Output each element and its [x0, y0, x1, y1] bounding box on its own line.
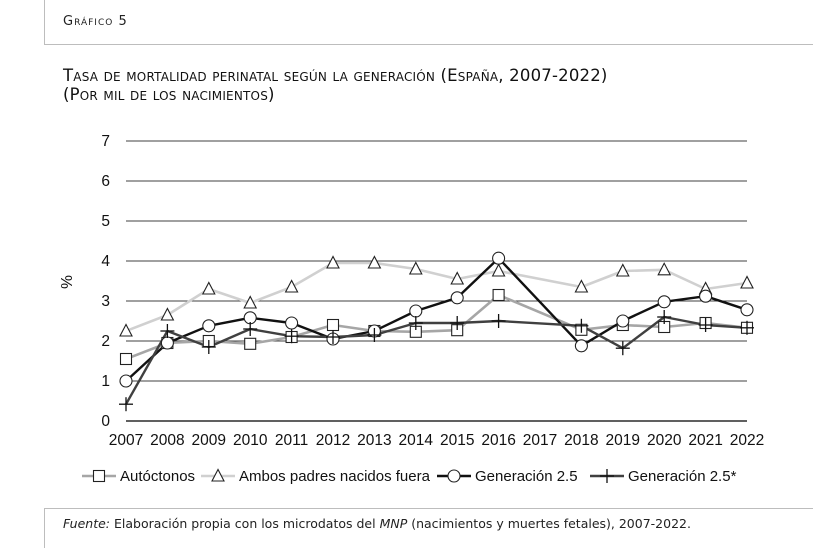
- x-tick-label: 2019: [606, 432, 640, 449]
- data-point-gen25s: [574, 318, 589, 333]
- y-axis-label: %: [59, 275, 76, 289]
- source-text-2: (nacimientos y muertes fetales), 2007-20…: [407, 516, 691, 531]
- data-point-gen25s: [201, 340, 216, 354]
- y-tick-label: 2: [101, 333, 110, 350]
- data-point-gen25s: [450, 316, 465, 330]
- data-point-ambos: [284, 279, 299, 293]
- data-point-autoctonos: [326, 318, 340, 332]
- data-point-gen25s: [119, 397, 133, 412]
- x-tick-label: 2018: [564, 432, 598, 449]
- legend-label-gen25: Generación 2.5: [475, 468, 578, 485]
- legend-label-gen25s: Generación 2.5*: [628, 468, 737, 485]
- frame-line: [44, 0, 45, 44]
- data-point-autoctonos: [119, 352, 133, 366]
- x-tick-label: 2013: [357, 432, 391, 449]
- chart-title-line-2: (Por mil de los nacimientos): [63, 85, 275, 104]
- x-tick-label: 2011: [275, 432, 308, 449]
- data-point-gen25: [616, 314, 630, 328]
- data-point-gen25: [409, 304, 423, 318]
- data-point-gen25s: [367, 328, 382, 342]
- legend-marker-gen25s: [600, 469, 614, 483]
- data-point-ambos: [119, 323, 133, 337]
- x-tick-label: 2021: [688, 432, 722, 449]
- data-point-gen25s: [284, 329, 299, 344]
- data-point-gen25s: [160, 324, 175, 338]
- x-tick-label: 2010: [233, 432, 268, 449]
- data-point-ambos: [326, 255, 340, 269]
- y-tick-label: 4: [101, 253, 110, 270]
- data-point-gen25: [699, 289, 713, 303]
- legend-marker-gen25: [447, 469, 461, 483]
- frame-line: [44, 44, 813, 45]
- legend-marker-ambos: [211, 468, 225, 482]
- chart-title-line-1: Tasa de mortalidad perinatal según la ge…: [63, 66, 608, 85]
- frame-line: [44, 508, 813, 509]
- y-tick-label: 3: [101, 293, 110, 310]
- x-tick-label: 2012: [316, 432, 350, 449]
- data-point-gen25s: [408, 316, 423, 330]
- data-point-gen25: [492, 251, 506, 265]
- data-point-ambos: [450, 271, 465, 285]
- data-point-ambos: [574, 279, 589, 293]
- data-point-ambos: [491, 263, 506, 277]
- x-tick-label: 2007: [109, 432, 143, 449]
- data-point-ambos: [160, 307, 175, 321]
- data-point-gen25: [574, 339, 588, 353]
- data-point-gen25: [450, 291, 464, 305]
- data-point-gen25s: [326, 330, 340, 344]
- data-point-gen25: [740, 303, 754, 317]
- data-point-gen25s: [698, 318, 713, 332]
- x-tick-label: 2016: [481, 432, 515, 449]
- y-tick-label: 5: [101, 213, 110, 230]
- y-tick-label: 1: [101, 373, 110, 390]
- x-tick-label: 2015: [440, 432, 474, 449]
- y-tick-label: 7: [101, 133, 110, 150]
- data-point-ambos: [367, 255, 382, 269]
- data-point-gen25s: [243, 322, 258, 336]
- x-tick-label: 2020: [647, 432, 682, 449]
- x-tick-label: 2022: [730, 432, 764, 449]
- data-point-ambos: [740, 275, 754, 289]
- data-point-gen25s: [491, 314, 506, 328]
- frame-line: [44, 508, 45, 548]
- x-tick-label: 2014: [399, 432, 434, 449]
- figure-label: Gráfico 5: [63, 14, 128, 29]
- data-point-gen25s: [740, 320, 754, 335]
- series-line-gen25: [125, 257, 748, 382]
- source-prefix: Fuente:: [63, 516, 111, 531]
- data-point-gen25: [160, 336, 174, 350]
- data-point-autoctonos: [492, 288, 505, 302]
- data-point-gen25: [657, 295, 671, 309]
- source-database: MNP: [379, 516, 408, 531]
- data-point-gen25: [202, 319, 216, 333]
- data-point-ambos: [243, 295, 258, 309]
- x-tick-label: 2008: [150, 432, 184, 449]
- source-text-1: Elaboración propia con los microdatos de…: [110, 516, 380, 531]
- data-point-ambos: [408, 261, 423, 275]
- data-point-gen25s: [615, 341, 630, 356]
- data-point-ambos: [657, 262, 672, 276]
- data-point-autoctonos: [244, 337, 257, 350]
- legend-label-autoctonos: Autóctonos: [120, 468, 195, 485]
- data-point-gen25: [119, 374, 133, 388]
- data-point-gen25s: [657, 310, 672, 324]
- x-tick-label: 2017: [523, 432, 557, 449]
- legend-marker-autoctonos: [92, 469, 106, 483]
- y-tick-label: 0: [101, 413, 110, 430]
- data-point-ambos: [201, 281, 216, 295]
- data-point-gen25: [285, 316, 299, 330]
- source-note: Fuente: Elaboración propia con los micro…: [63, 516, 691, 531]
- y-tick-label: 6: [101, 173, 110, 190]
- data-point-ambos: [615, 263, 630, 277]
- chart-title: Tasa de mortalidad perinatal según la ge…: [63, 66, 608, 104]
- x-tick-label: 2009: [192, 432, 226, 449]
- legend-label-ambos: Ambos padres nacidos fuera: [239, 468, 431, 485]
- series-line-ambos: [125, 261, 748, 333]
